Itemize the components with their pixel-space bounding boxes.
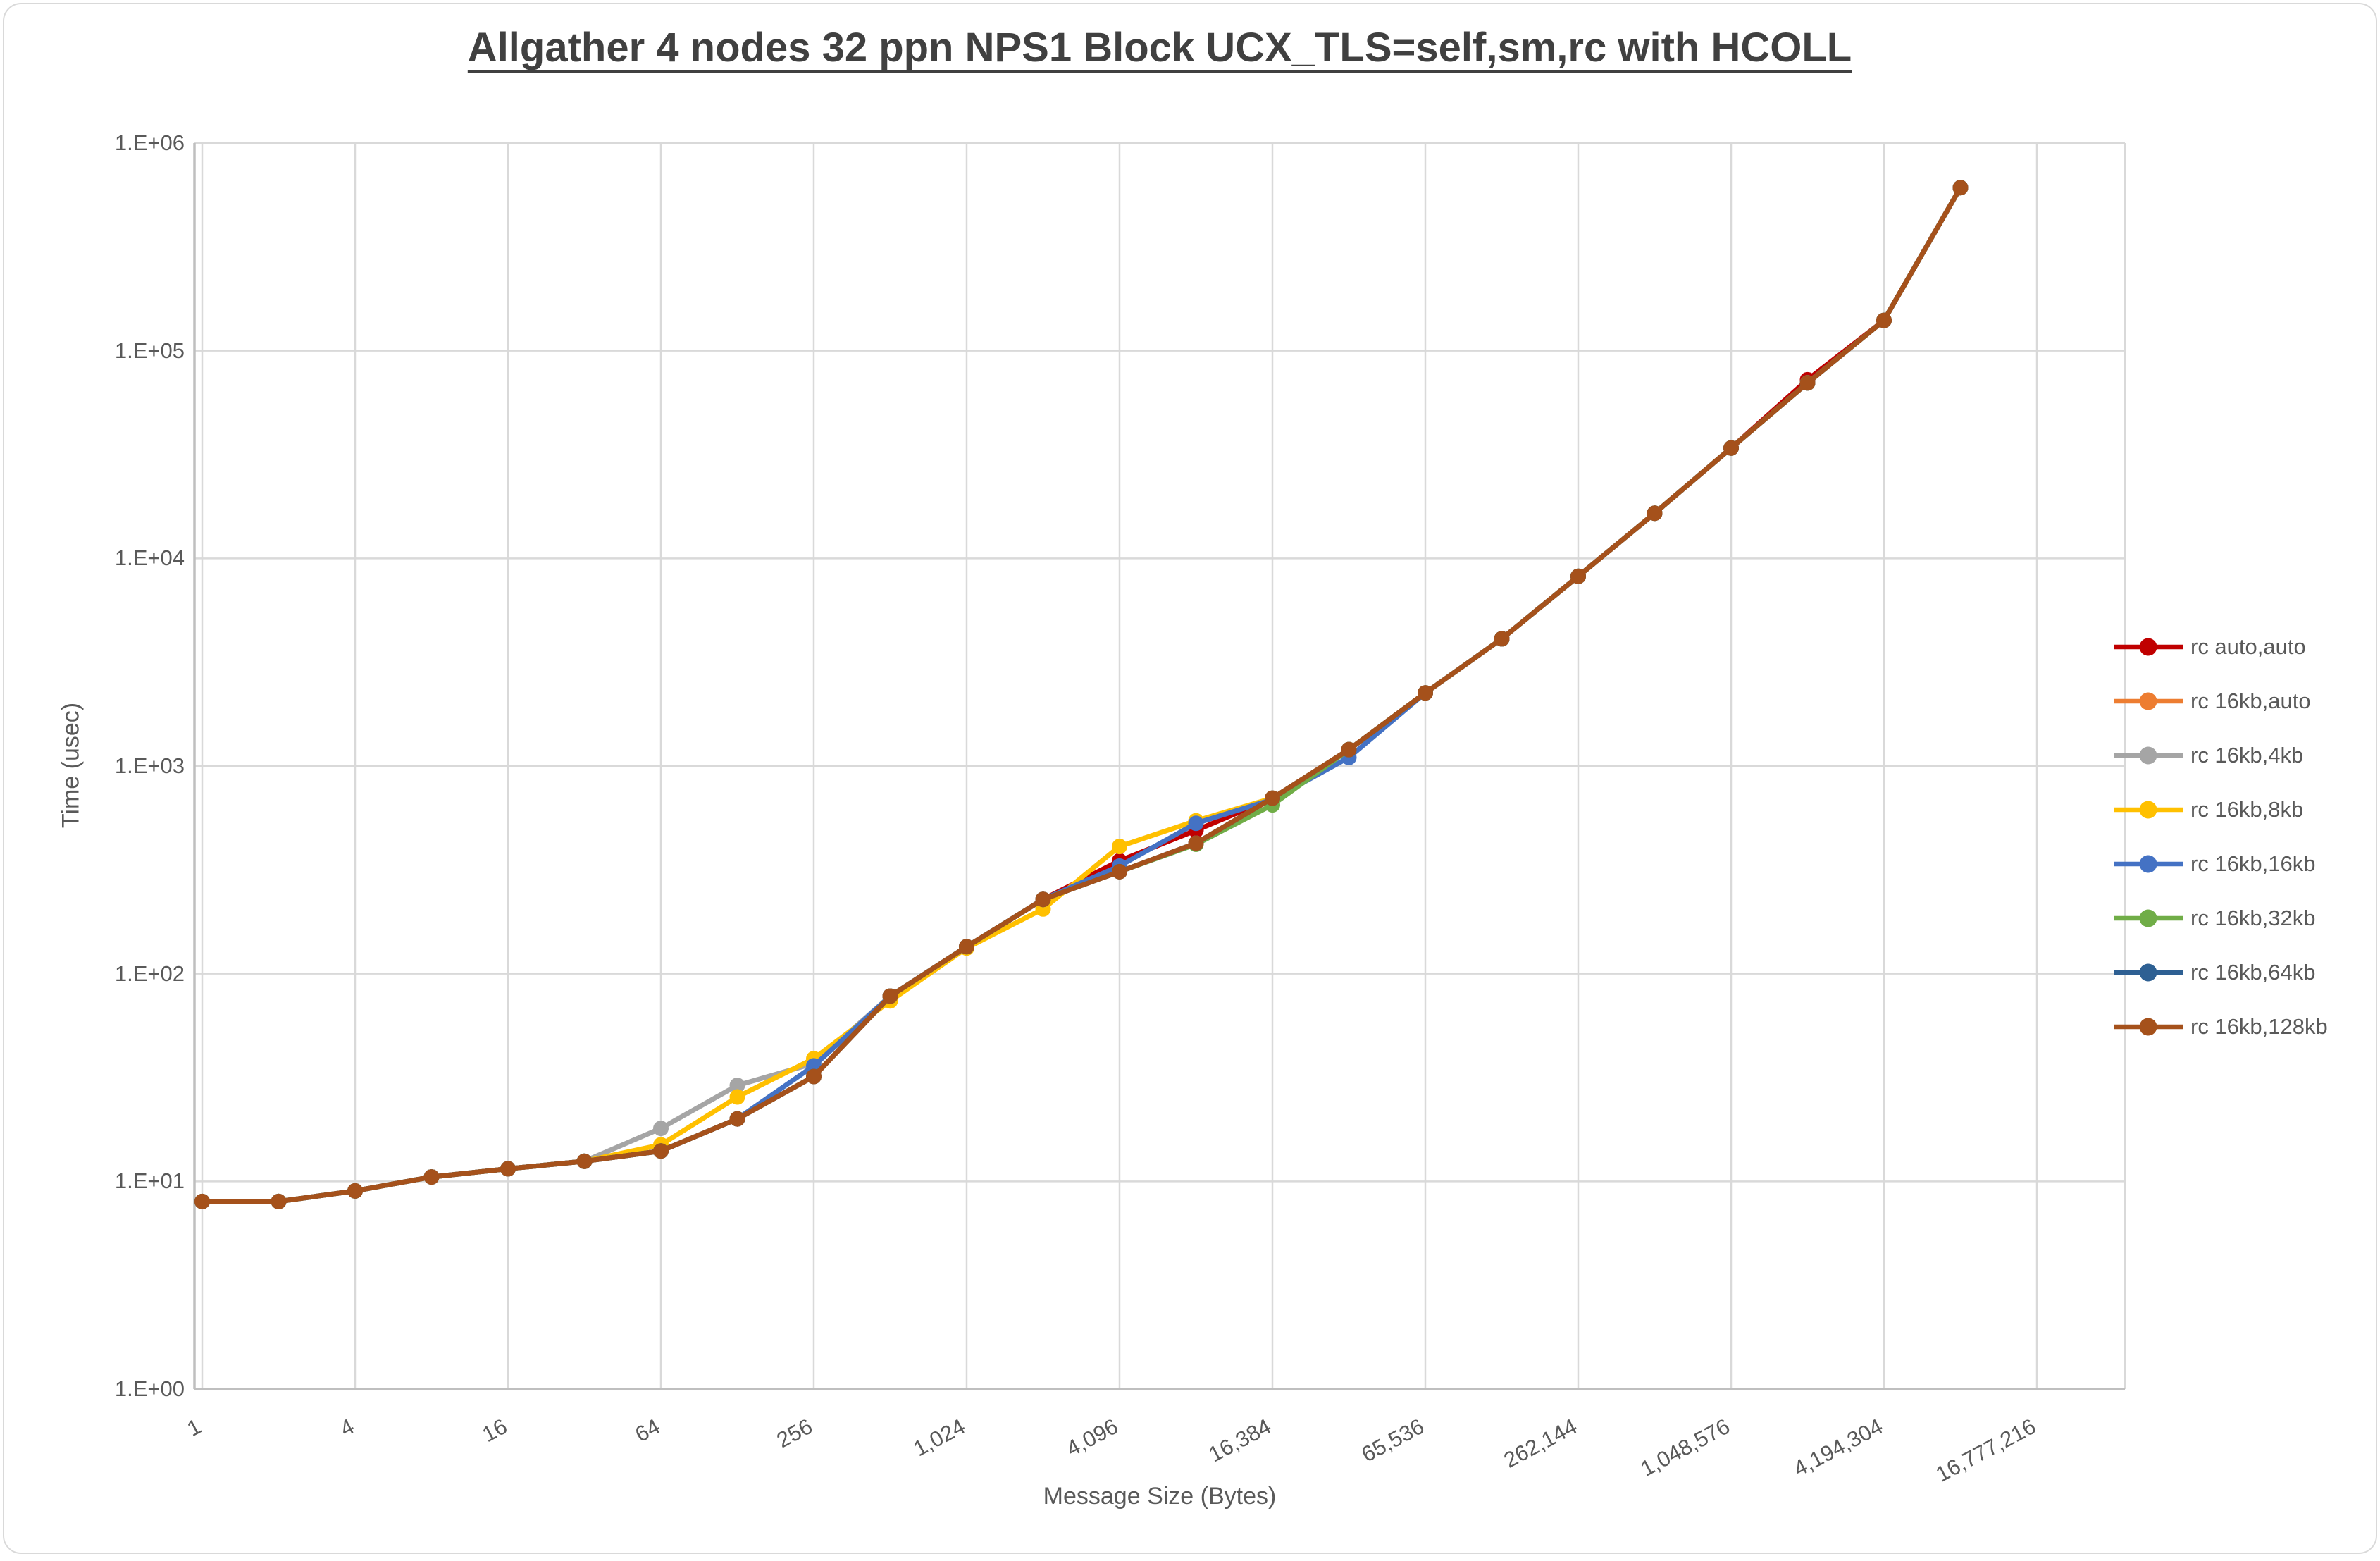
data-point-marker: [653, 1121, 669, 1137]
legend-item: rc 16kb,128kb: [2114, 1011, 2328, 1042]
legend-label: rc 16kb,16kb: [2190, 851, 2316, 876]
y-tick-label: 1.E+01: [114, 1168, 185, 1194]
data-point-marker: [729, 1111, 745, 1127]
data-point-marker: [1647, 505, 1663, 522]
legend-item: rc 16kb,32kb: [2114, 903, 2316, 934]
data-point-marker: [1494, 631, 1510, 647]
data-point-marker: [959, 939, 974, 955]
series-line: [199, 185, 1963, 1204]
y-tick-label: 1.E+02: [114, 961, 185, 986]
data-point-marker: [729, 1089, 745, 1105]
series-line: [199, 185, 1963, 1204]
chart-frame: Allgather 4 nodes 32 ppn NPS1 Block UCX_…: [3, 3, 2377, 1554]
data-point-marker: [1188, 835, 1204, 851]
legend: rc auto,auto rc 16kb,auto rc 16kb,4kb rc 16…: [2111, 4, 2379, 1561]
data-point-marker: [1570, 568, 1586, 584]
legend-label: rc 16kb,128kb: [2190, 1014, 2328, 1039]
data-point-marker: [1341, 741, 1357, 758]
data-point-marker: [1418, 685, 1433, 701]
series-line: [199, 185, 1963, 1204]
data-point-marker: [271, 1193, 287, 1209]
legend-marker: [2114, 1018, 2183, 1036]
series-line: [199, 185, 1963, 1204]
y-tick-label: 1.E+06: [114, 130, 185, 155]
legend-label: rc auto,auto: [2190, 634, 2306, 659]
legend-label: rc 16kb,8kb: [2190, 797, 2304, 822]
legend-label: rc 16kb,32kb: [2190, 906, 2316, 930]
data-point-marker: [729, 1078, 745, 1094]
data-point-marker: [1035, 891, 1051, 908]
data-point-marker: [653, 1143, 669, 1159]
legend-marker: [2114, 963, 2183, 982]
legend-item: rc 16kb,4kb: [2114, 740, 2303, 771]
data-point-marker: [882, 988, 898, 1004]
y-tick-label: 1.E+00: [114, 1376, 185, 1401]
series-line: [199, 185, 1963, 1204]
data-point-marker: [1188, 815, 1204, 832]
legend-item: rc 16kb,8kb: [2114, 794, 2303, 825]
series-line: [199, 185, 1963, 1204]
data-point-marker: [423, 1169, 440, 1185]
data-point-marker: [576, 1153, 593, 1169]
legend-item: rc 16kb,auto: [2114, 686, 2311, 717]
legend-label: rc 16kb,64kb: [2190, 960, 2316, 985]
legend-marker: [2114, 638, 2183, 656]
data-point-marker: [1112, 839, 1127, 855]
legend-label: rc 16kb,auto: [2190, 689, 2311, 713]
data-point-marker: [1799, 375, 1816, 391]
series-line: [199, 185, 1963, 1204]
legend-item: rc 16kb,16kb: [2114, 849, 2316, 880]
data-point-marker: [1876, 312, 1892, 328]
data-point-marker: [806, 1068, 822, 1085]
data-point-marker: [347, 1183, 363, 1199]
chart-title: Allgather 4 nodes 32 ppn NPS1 Block UCX_…: [467, 25, 1852, 70]
legend-marker: [2114, 909, 2183, 927]
data-point-marker: [1265, 790, 1280, 806]
y-tick-label: 1.E+04: [114, 545, 185, 571]
legend-marker: [2114, 692, 2183, 710]
data-point-marker: [1112, 863, 1127, 880]
legend-item: rc auto,auto: [2114, 631, 2306, 662]
data-point-marker: [194, 1193, 210, 1209]
data-point-marker: [1723, 440, 1739, 456]
y-tick-label: 1.E+05: [114, 338, 185, 363]
data-point-marker: [1952, 180, 1969, 196]
y-tick-label: 1.E+03: [114, 753, 185, 778]
legend-marker: [2114, 801, 2183, 819]
legend-marker: [2114, 855, 2183, 873]
legend-label: rc 16kb,4kb: [2190, 743, 2304, 767]
x-axis-title: Message Size (Bytes): [1043, 1483, 1277, 1510]
data-point-marker: [500, 1161, 516, 1177]
plot-area: [193, 142, 2126, 1390]
series-line: [199, 185, 1963, 1204]
legend-item: rc 16kb,64kb: [2114, 957, 2316, 988]
legend-marker: [2114, 746, 2183, 765]
